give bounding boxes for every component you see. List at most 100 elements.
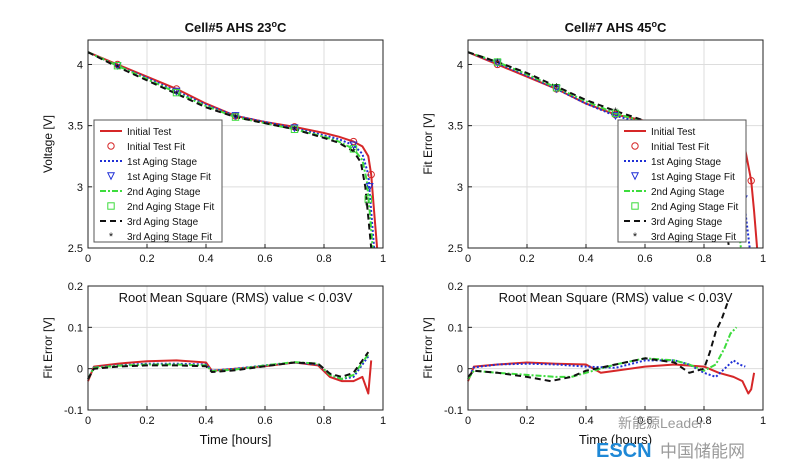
fit-marker-3 (611, 109, 620, 118)
y-tick-label: 3 (457, 182, 463, 194)
y-tick-label: 0 (457, 364, 463, 376)
y-tick-label: 3 (77, 182, 83, 194)
series-line-2 (467, 359, 746, 380)
legend-marker (631, 202, 639, 210)
x-tick-label: 0.4 (578, 415, 593, 427)
fit-marker-4: * (115, 62, 120, 74)
legend-entry: 2nd Aging Stage Fit (127, 202, 215, 213)
y-axis-label: Fit Error [V] (421, 317, 435, 378)
x-tick-label: 0.8 (696, 253, 711, 265)
legend-entry: Initial Test (127, 127, 172, 138)
legend: Initial Test Initial Test Fit 1st Aging St… (617, 119, 747, 243)
x-tick-label: 0 (465, 415, 471, 427)
fit-marker-3 (364, 195, 372, 203)
legend-marker: * (109, 231, 114, 243)
y-axis-label: Voltage [V] (41, 115, 55, 173)
x-tick-label: 1 (760, 415, 766, 427)
fit-marker-4: * (495, 57, 500, 69)
fit-marker-3 (290, 125, 299, 134)
x-tick-label: 0.2 (139, 253, 154, 265)
y-tick-label: 0.1 (448, 322, 463, 334)
x-tick-label: 0.2 (139, 415, 154, 427)
x-tick-label: 1 (380, 253, 386, 265)
legend-marker: * (633, 231, 638, 243)
fit-marker-2 (493, 59, 502, 68)
x-tick-label: 0 (85, 253, 91, 265)
x-tick-label: 0.4 (198, 415, 213, 427)
rms-annotation: Root Mean Square (RMS) value < 0.03V (499, 290, 733, 305)
y-axis-label: Fit Error [V] (421, 113, 435, 174)
y-axis-label: Fit Error [V] (41, 317, 55, 378)
x-tick-label: 0.8 (316, 253, 331, 265)
legend-marker (107, 202, 115, 210)
rms-annotation: Root Mean Square (RMS) value < 0.03V (119, 290, 353, 305)
fit-marker-4: * (174, 89, 179, 101)
x-tick-label: 0.4 (198, 253, 213, 265)
y-tick-label: 0.1 (68, 322, 83, 334)
fit-marker-3 (113, 61, 122, 70)
fit-marker-4: * (351, 146, 356, 158)
fit-marker-3 (552, 84, 561, 92)
watermark-site: 中国储能网 (660, 442, 745, 461)
legend-marker (107, 142, 115, 150)
fit-marker-2 (290, 124, 299, 133)
fit-marker-2 (172, 87, 181, 96)
fit-marker-4: * (292, 124, 297, 136)
legend-entry: 1st Aging Stage Fit (127, 172, 211, 183)
axes-frame (467, 39, 764, 249)
series-line-4 (87, 51, 373, 249)
series-line-1 (87, 51, 379, 249)
fit-marker-2 (611, 112, 620, 121)
x-tick-label: 0 (465, 253, 471, 265)
legend: Initial Test Initial Test Fit 1st Aging St… (93, 119, 223, 243)
y-tick-label: 3.5 (448, 121, 463, 133)
legend-entry: 1st Aging Stage (127, 157, 197, 168)
fit-marker-4: * (554, 81, 559, 93)
axes-frame (87, 285, 384, 411)
x-tick-label: 0.6 (257, 253, 272, 265)
watermark-brand: ESCN (596, 440, 652, 462)
x-tick-label: 0.6 (257, 415, 272, 427)
fit-marker-4: * (365, 200, 370, 212)
x-tick-label: 0.4 (578, 253, 593, 265)
x-tick-label: 1 (380, 415, 386, 427)
legend-entry: 2nd Aging Stage (127, 187, 201, 198)
fit-marker-3 (231, 113, 240, 121)
legend-marker (630, 172, 640, 181)
series-line-2 (87, 355, 370, 380)
axes-frame (87, 39, 384, 249)
legend-entry: 1st Aging Stage (651, 157, 721, 168)
x-tick-label: 0.6 (637, 253, 652, 265)
legend-entry: 3rd Aging Stage (651, 217, 723, 228)
legend-entry: 3rd Aging Stage Fit (651, 232, 736, 243)
series-line-4 (467, 302, 729, 383)
y-tick-label: -0.1 (64, 405, 83, 417)
plot-1: 0 0.2 0.4 0.6 0.8 1 2.5 3 3.5 4 * * * * * * Cell#5 AHS 2… (41, 19, 386, 265)
fit-marker-1 (367, 170, 375, 179)
x-axis-label: Time (hours) (579, 432, 652, 447)
fit-marker-3 (349, 145, 358, 153)
series-line-3 (467, 326, 738, 380)
x-tick-label: 0.8 (696, 415, 711, 427)
fit-marker-3 (493, 58, 502, 66)
fit-marker-4: * (233, 112, 238, 124)
axes-frame (467, 285, 764, 411)
fit-marker-3 (172, 88, 181, 97)
y-tick-label: 3.5 (68, 121, 83, 133)
watermark: 新能源Leader ESCN 中国储能网 (596, 415, 745, 462)
legend-entry: Initial Test Fit (651, 142, 709, 153)
watermark-text-1: 新能源Leader (618, 415, 704, 431)
y-tick-label: 0.2 (448, 281, 463, 293)
fit-marker-2 (552, 85, 561, 94)
y-tick-label: 2.5 (68, 243, 83, 255)
series-line-4 (87, 351, 370, 380)
x-tick-label: 1 (760, 253, 766, 265)
y-tick-label: 4 (457, 59, 463, 71)
legend-marker (106, 172, 116, 181)
y-tick-label: 0.2 (68, 281, 83, 293)
legend-entry: 2nd Aging Stage Fit (651, 202, 739, 213)
x-tick-label: 0.2 (519, 253, 534, 265)
x-tick-label: 0.6 (637, 415, 652, 427)
